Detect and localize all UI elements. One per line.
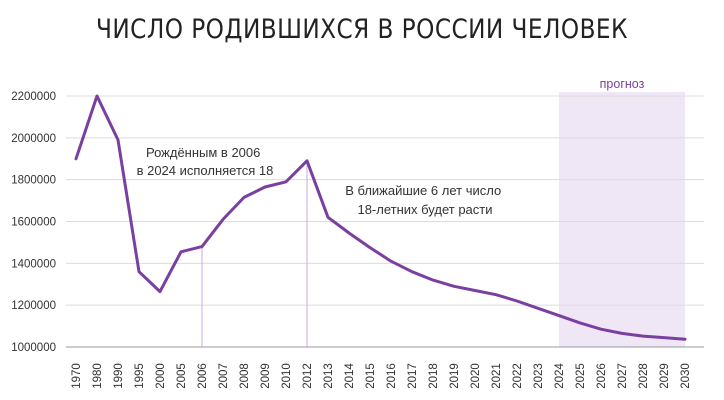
x-tick-label: 1980 — [92, 363, 104, 389]
x-tick-label: 2021 — [491, 363, 503, 389]
annotation-growth-line-2: 18-летних будет расти — [357, 202, 492, 217]
x-tick-label: 2015 — [365, 363, 377, 389]
x-tick-label: 2016 — [386, 363, 398, 389]
y-tick-label: 1000000 — [11, 342, 56, 354]
annotation-growth: В ближайшие 6 лет число 18-летних будет … — [345, 183, 505, 217]
annotation-2006: Рождённым в 2006 в 2024 исполняется 18 — [137, 145, 274, 178]
x-tick-label: 2007 — [218, 363, 230, 389]
y-axis-ticks: 1000000 1200000 1400000 1600000 1800000 20000… — [11, 91, 56, 354]
x-tick-label: 1995 — [134, 363, 146, 389]
grid-lines — [66, 95, 704, 348]
x-tick-label: 2017 — [407, 363, 419, 389]
x-tick-label: 1990 — [113, 363, 125, 389]
annotation-growth-line-1: В ближайшие 6 лет число — [345, 183, 501, 198]
x-tick-label: 2028 — [638, 363, 650, 389]
y-tick-label: 1800000 — [11, 175, 56, 187]
series-line — [74, 94, 687, 341]
chart-title: ЧИСЛО РОДИВШИХСЯ В РОССИИ ЧЕЛОВЕК — [96, 14, 628, 45]
x-tick-label: 2023 — [533, 363, 545, 389]
x-tick-label: 2022 — [512, 363, 524, 389]
y-tick-label: 2000000 — [11, 133, 56, 145]
x-tick-label: 2013 — [323, 363, 335, 389]
vertical-markers — [201, 160, 308, 347]
x-tick-label: 2008 — [239, 363, 251, 389]
x-tick-label: 2030 — [680, 363, 692, 389]
x-tick-label: 2026 — [596, 363, 608, 389]
forecast-label: прогноз — [600, 77, 645, 91]
annotation-2006-line-1: Рождённым в 2006 — [146, 145, 260, 160]
x-tick-label: 2019 — [449, 363, 461, 389]
y-tick-label: 1600000 — [11, 217, 56, 229]
x-tick-label: 2024 — [554, 363, 566, 389]
x-tick-label: 2014 — [344, 363, 356, 389]
x-tick-label: 2018 — [428, 363, 440, 389]
x-tick-label: 2012 — [302, 363, 314, 389]
y-tick-label: 1400000 — [11, 258, 56, 270]
x-tick-label: 2005 — [176, 363, 188, 389]
x-tick-label: 2006 — [197, 363, 209, 389]
x-tick-label: 2025 — [575, 363, 587, 389]
y-tick-label: 2200000 — [11, 91, 56, 103]
x-tick-label: 2020 — [470, 363, 482, 389]
forecast-band — [559, 92, 685, 347]
x-tick-label: 2009 — [260, 363, 272, 389]
annotation-2006-line-2: в 2024 исполняется 18 — [137, 163, 274, 178]
x-tick-label: 2010 — [281, 363, 293, 389]
x-tick-label: 2027 — [617, 363, 629, 389]
x-tick-label: 2000 — [155, 363, 167, 389]
y-tick-label: 1200000 — [11, 300, 56, 312]
x-tick-label: 2029 — [659, 363, 671, 389]
x-axis-ticks: 1970 1980 1990 1995 2000 2005 2006 2007 2008 2009… — [71, 363, 692, 389]
x-tick-label: 1970 — [71, 363, 83, 389]
